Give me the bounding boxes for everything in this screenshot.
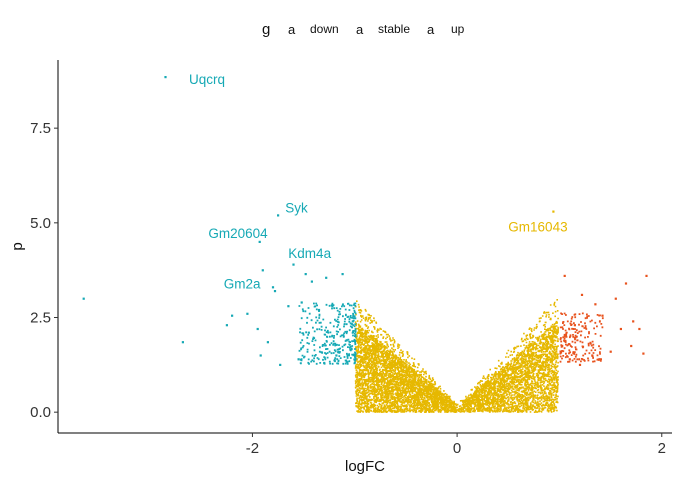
up-point <box>638 327 641 331</box>
down-point <box>246 312 249 315</box>
up-point <box>580 293 584 296</box>
down-point <box>297 358 300 361</box>
down-point <box>307 331 310 334</box>
down-point <box>82 297 85 300</box>
down-point <box>273 290 277 293</box>
down-point <box>259 354 262 357</box>
legend-label-down: down <box>310 22 339 36</box>
up-point <box>568 358 571 361</box>
down-point <box>304 273 307 276</box>
y-tick-label: 0.0 <box>30 404 51 421</box>
gene-label: Syk <box>285 201 308 216</box>
down-point <box>345 339 348 342</box>
y-tick-label: 2.5 <box>30 310 51 327</box>
stable-points <box>354 299 559 413</box>
up-point <box>619 327 622 331</box>
y-axis-title: p <box>9 242 26 250</box>
up-point <box>630 344 633 348</box>
legend-key-down: a <box>288 22 296 37</box>
legend-key-up: a <box>427 22 435 37</box>
gene-label: Gm2a <box>224 276 261 291</box>
up-point <box>573 324 576 327</box>
down-point <box>261 269 264 272</box>
up-point <box>645 274 648 277</box>
y-tick-label: 5.0 <box>30 215 51 232</box>
down-point <box>341 273 344 276</box>
down-point <box>287 305 290 308</box>
stable-point-cloud <box>354 299 559 413</box>
down-point <box>181 341 184 344</box>
down-point <box>310 280 313 283</box>
up-point <box>601 314 604 317</box>
up-point <box>642 352 645 355</box>
down-point <box>164 76 167 79</box>
down-point <box>317 308 321 312</box>
gene-label: Gm16043 <box>508 220 567 235</box>
up-point <box>609 350 612 353</box>
legend-label-up: up <box>451 22 465 36</box>
down-point <box>277 214 280 217</box>
down-point <box>331 305 334 308</box>
up-point <box>632 320 635 323</box>
down-point <box>335 354 338 357</box>
up-point <box>563 274 566 277</box>
legend-key-stable: a <box>356 22 364 37</box>
gene-labels: Uqcrq Syk Gm20604 Kdm4a Gm2a Gm16043 <box>189 72 568 291</box>
down-point <box>300 301 303 304</box>
gene-label: Gm20604 <box>208 226 268 241</box>
highlight-points <box>82 76 648 366</box>
x-tick-label: 2 <box>658 440 666 457</box>
legend: g a down a stable a up <box>262 21 465 38</box>
down-point <box>258 240 261 243</box>
down-point <box>231 314 234 317</box>
stable-point <box>552 210 555 213</box>
x-axis-title: logFC <box>345 458 385 475</box>
down-points-cluster <box>298 302 357 365</box>
down-point <box>271 286 275 289</box>
x-tick-label: 0 <box>453 440 461 457</box>
down-point <box>292 263 295 266</box>
down-point <box>279 363 282 366</box>
axes: -2 0 2 0.0 2.5 5.0 7.5 logFC p <box>9 60 672 475</box>
y-tick-label: 7.5 <box>30 120 51 137</box>
up-point <box>614 297 617 300</box>
gene-label: Uqcrq <box>189 72 225 87</box>
legend-label-stable: stable <box>378 22 410 36</box>
legend-title: g <box>262 21 270 38</box>
up-point <box>578 363 582 366</box>
gene-label: Kdm4a <box>288 246 331 261</box>
up-point <box>563 335 566 338</box>
up-point <box>624 282 628 285</box>
down-point <box>256 327 259 331</box>
down-point <box>266 341 269 344</box>
up-points-cluster <box>559 312 604 363</box>
down-point <box>225 324 228 327</box>
down-point <box>325 276 328 279</box>
up-point <box>594 303 597 306</box>
x-tick-label: -2 <box>246 440 259 457</box>
